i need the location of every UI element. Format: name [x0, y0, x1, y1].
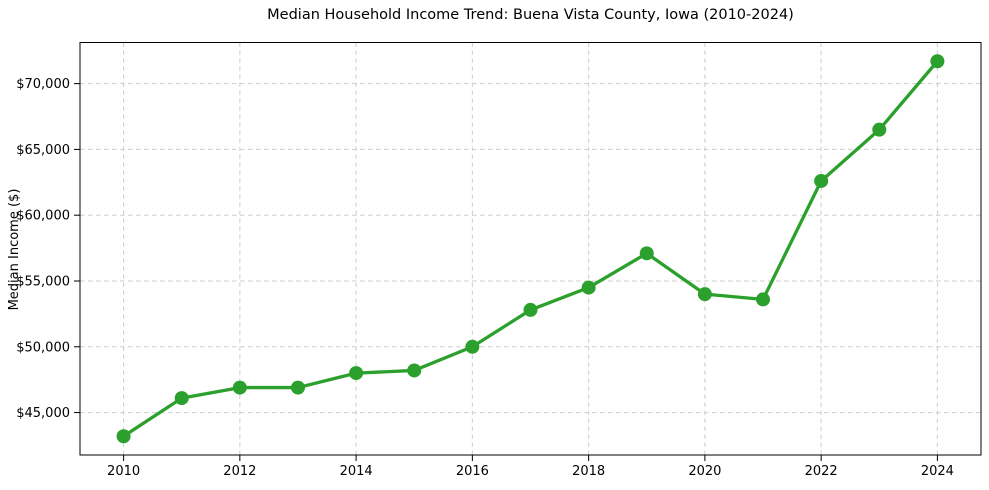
- y-tick-label: $65,000: [16, 143, 70, 158]
- trend-line: [121, 59, 940, 438]
- data-point-2015: [407, 363, 422, 378]
- x-tick-label: 2020: [688, 464, 721, 479]
- data-point-2021: [756, 292, 771, 307]
- axes-spines: [79, 42, 982, 456]
- y-tick-label: $50,000: [16, 340, 70, 355]
- x-tick-label: 2010: [107, 464, 140, 479]
- x-tick-label: 2024: [921, 464, 954, 479]
- data-point-2018: [581, 280, 596, 295]
- data-point-2014: [349, 366, 364, 381]
- x-tick-label: 2014: [340, 464, 373, 479]
- x-tick-label: 2012: [223, 464, 256, 479]
- data-point-2011: [174, 391, 189, 406]
- data-point-2023: [872, 122, 887, 137]
- x-tick-label: 2018: [572, 464, 605, 479]
- x-tick-label: 2016: [456, 464, 489, 479]
- data-point-2022: [814, 173, 829, 188]
- data-point-2024: [930, 54, 945, 69]
- data-point-2019: [639, 246, 654, 261]
- data-point-2016: [465, 339, 480, 354]
- data-point-2012: [232, 380, 247, 395]
- y-tick-label: $45,000: [16, 406, 70, 421]
- data-point-2010: [116, 429, 131, 444]
- x-tick-label: 2022: [805, 464, 838, 479]
- y-tick-label: $60,000: [16, 209, 70, 224]
- data-point-2013: [290, 380, 305, 395]
- y-tick-label: $55,000: [16, 274, 70, 289]
- y-tick-label: $70,000: [16, 77, 70, 92]
- data-point-2020: [697, 287, 712, 302]
- data-point-2017: [523, 302, 538, 317]
- chart-title: Median Household Income Trend: Buena Vis…: [267, 7, 794, 23]
